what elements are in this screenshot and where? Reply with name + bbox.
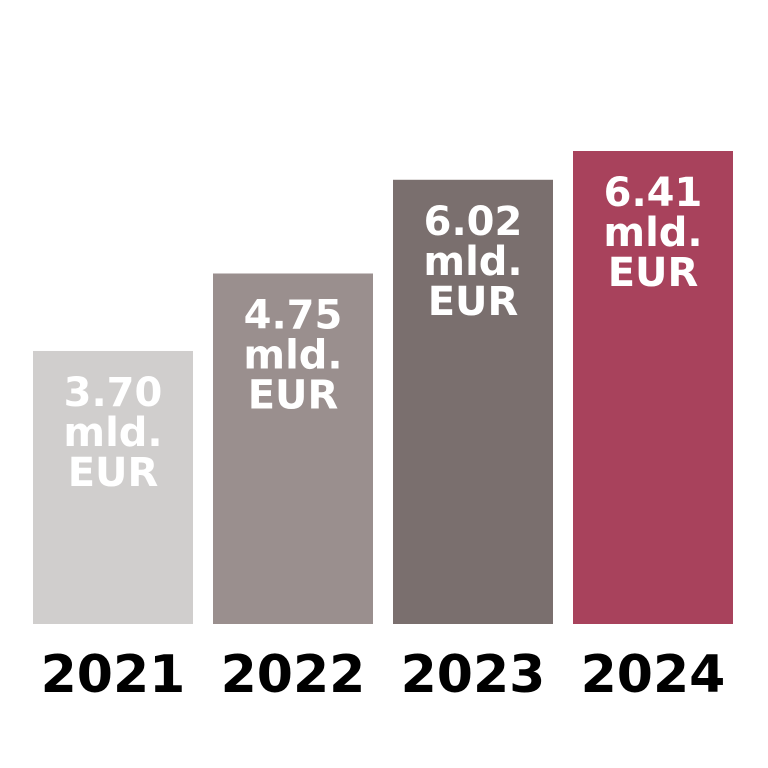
- bar-2021: [33, 350, 193, 624]
- bar-data-label-line: mld.: [63, 410, 162, 456]
- bar-data-label-2024: 6.41 mld. EUR: [603, 170, 702, 296]
- bar-data-label-line: mld.: [423, 239, 522, 285]
- bar-data-label-line: EUR: [608, 250, 699, 296]
- bar-data-label-line: 6.41: [604, 170, 703, 216]
- bar-data-label-line: 3.70: [64, 370, 163, 416]
- bar-2023: [393, 179, 553, 624]
- category-label-2023: 2023: [401, 645, 546, 705]
- bar-2022: [213, 273, 373, 624]
- bars-group: [33, 151, 733, 624]
- bar-data-label-line: mld.: [603, 210, 702, 256]
- category-label-2021: 2021: [41, 645, 186, 705]
- bar-data-label-line: EUR: [68, 450, 159, 496]
- bar-2024: [573, 151, 733, 624]
- category-label-2022: 2022: [221, 645, 366, 705]
- category-label-2024: 2024: [581, 645, 726, 705]
- year-labels-group: 2021 2022 2023 2024: [41, 645, 726, 705]
- bar-data-label-2023: 6.02 mld. EUR: [423, 199, 522, 325]
- bar-data-label-line: EUR: [428, 279, 519, 325]
- bar-data-label-line: EUR: [248, 372, 339, 418]
- bar-data-label-2021: 3.70 mld. EUR: [63, 370, 162, 496]
- bar-data-label-line: mld.: [243, 332, 342, 378]
- bar-data-label-line: 4.75: [244, 292, 343, 338]
- bar-data-label-line: 6.02: [424, 199, 523, 245]
- bar-data-label-2022: 4.75 mld. EUR: [243, 292, 342, 418]
